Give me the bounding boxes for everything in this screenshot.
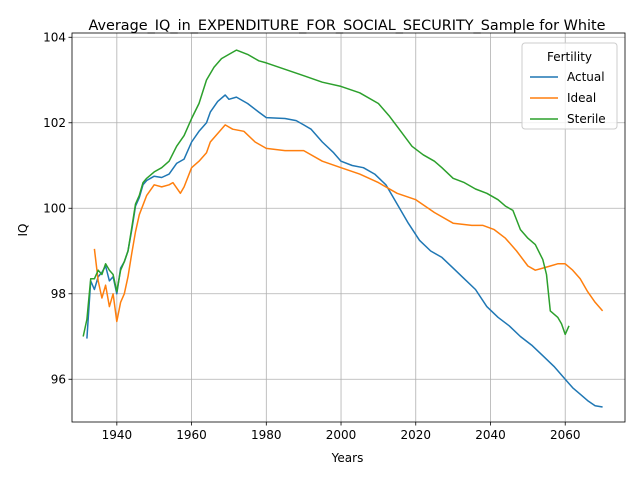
plot-area xyxy=(82,49,604,408)
legend-label-ideal: Ideal xyxy=(567,91,596,105)
x-tick-label: 2040 xyxy=(475,428,506,442)
axes: 1940 1960 1980 2000 2020 2040 2060 96 98 100 102 10… xyxy=(43,30,626,442)
x-tick-label: 1960 xyxy=(176,428,207,442)
x-tick-label: 2000 xyxy=(326,428,357,442)
legend-box xyxy=(521,42,618,130)
y-tick-label: 96 xyxy=(51,372,66,386)
axes-frame xyxy=(71,32,626,423)
legend-label-actual: Actual xyxy=(567,70,605,84)
x-tick-label: 2060 xyxy=(550,428,581,442)
x-axis-label: Years xyxy=(331,451,364,465)
y-axis-label: IQ xyxy=(16,224,30,237)
series-line-sterile xyxy=(82,49,570,337)
legend-label-sterile: Sterile xyxy=(567,112,606,126)
series-line-ideal xyxy=(93,124,604,323)
x-tick-label: 1980 xyxy=(251,428,282,442)
y-tick-label: 100 xyxy=(43,201,66,215)
y-tick-label: 102 xyxy=(43,116,66,130)
x-tick-label: 1940 xyxy=(102,428,133,442)
legend-title: Fertility xyxy=(547,50,592,64)
x-tick-label: 2020 xyxy=(400,428,431,442)
legend: Fertility Actual Ideal Sterile xyxy=(521,42,618,130)
y-tick-label: 98 xyxy=(51,287,66,301)
chart-title: Average_IQ_in_EXPENDITURE_FOR_SOCIAL_SEC… xyxy=(89,18,606,34)
y-tick-label: 104 xyxy=(43,30,66,44)
